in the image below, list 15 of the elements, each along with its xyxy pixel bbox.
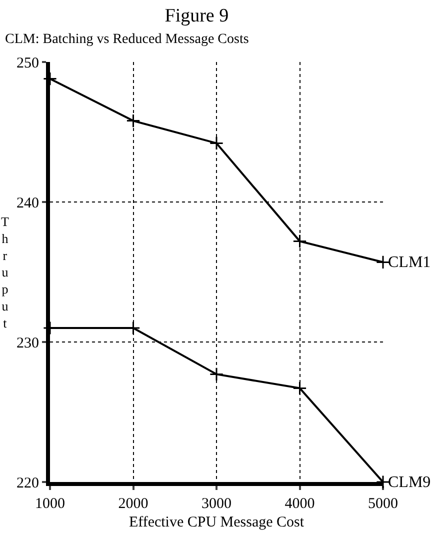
chart-title: Figure 9 [164,6,229,27]
y-tick-label: 240 [16,195,39,212]
y-tick-label: 230 [16,335,39,352]
series-label: CLM9 [388,474,431,491]
x-tick-label: 5000 [368,496,398,512]
series-label: CLM1 [388,254,431,271]
x-tick-label: 4000 [284,496,315,512]
x-axis-title: Effective CPU Message Cost [128,514,305,530]
chart-subtitle: CLM: Batching vs Reduced Message Costs [5,32,249,47]
x-tick-label: 1000 [35,496,65,512]
x-tick-label: 2000 [118,496,148,512]
y-tick-label: 220 [16,475,39,492]
y-axis-title: Thruput [1,214,9,330]
x-tick-label: 3000 [202,496,232,512]
y-tick-label: 250 [16,55,39,72]
